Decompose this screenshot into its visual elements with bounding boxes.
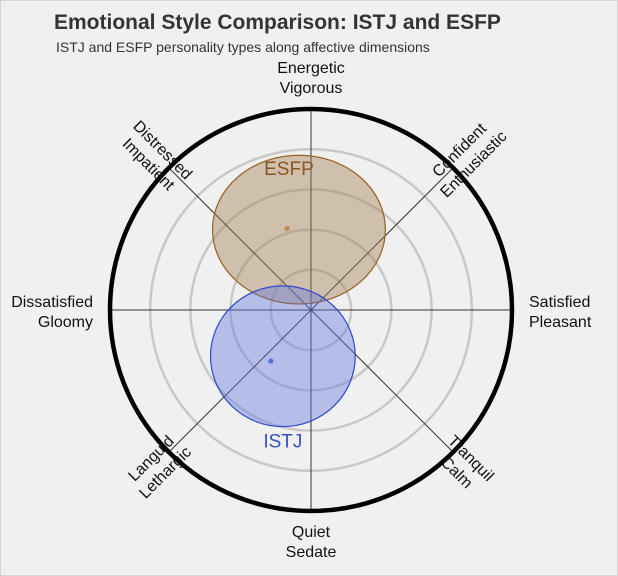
esfp-center-dot [284, 226, 290, 232]
esfp-ellipse [211, 154, 386, 305]
outer-ring [107, 106, 515, 514]
axis-label-line: Satisfied [529, 294, 590, 311]
istj-center-dot [268, 358, 274, 364]
esfp-label: ESFP [264, 159, 314, 180]
axis-spoke-2 [310, 167, 454, 311]
axis-spoke-6 [168, 309, 312, 453]
axis-label-line: Quiet [292, 524, 331, 541]
axis-label-line: Energetic [277, 60, 345, 77]
axis-label-satisfied: Satisfied Pleasant [529, 294, 592, 331]
axis-label-line: Gloomy [38, 314, 93, 331]
axis-label-quiet: Quiet Sedate [286, 524, 337, 561]
axis-label-dissatisfied: Dissatisfied Gloomy [11, 294, 93, 331]
axis-label-line: Sedate [286, 544, 337, 561]
axis-label-line: Pleasant [529, 314, 592, 331]
axis-spoke-4 [310, 309, 454, 453]
axis-label-line: Dissatisfied [11, 294, 93, 311]
chart-subtitle: ISTJ and ESFP personality types along af… [56, 39, 430, 55]
istj-ellipse [209, 285, 356, 428]
chart-title: Emotional Style Comparison: ISTJ and ESF… [54, 11, 501, 34]
axis-label-energetic: Energetic Vigorous [277, 60, 345, 97]
axis-label-line: Vigorous [280, 80, 343, 97]
series-layer: ESFP ISTJ [209, 154, 386, 453]
grid-layer [107, 106, 515, 514]
istj-label: ISTJ [263, 432, 302, 453]
